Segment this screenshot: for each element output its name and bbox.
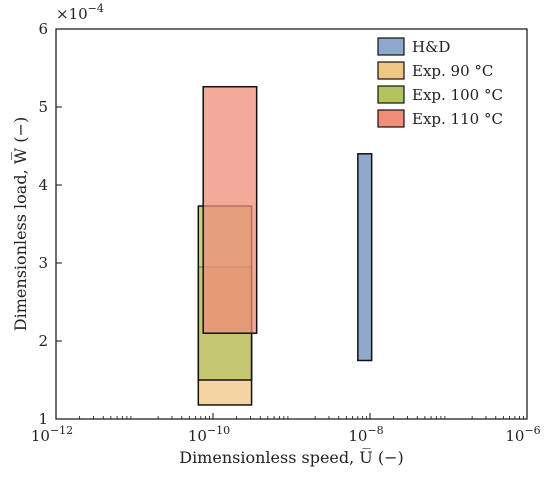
legend-swatch <box>377 61 405 80</box>
legend-label: H&D <box>412 38 450 56</box>
legend-label: Exp. 90 °C <box>412 62 493 80</box>
x-tick-label: 10−12 <box>31 424 73 445</box>
y-tick-label: 5 <box>38 98 48 116</box>
x-axis-label: Dimensionless speed, U̅ (−) <box>179 447 404 467</box>
legend-swatch <box>377 109 405 128</box>
legend-swatch <box>377 85 405 104</box>
x-tick-label: 10−6 <box>505 424 540 445</box>
box-110c <box>202 85 258 334</box>
x-axis-ticks: 10−12 10−10 10−8 10−6 <box>31 413 541 445</box>
legend: H&D Exp. 90 °C Exp. 100 °C Exp. 110 °C <box>377 37 503 128</box>
x-tick-label: 10−10 <box>188 424 230 445</box>
y-tick-label: 2 <box>38 332 48 350</box>
legend-swatch <box>377 37 405 56</box>
legend-label: Exp. 110 °C <box>412 110 503 128</box>
y-tick-label: 3 <box>38 254 48 272</box>
y-tick-label: 6 <box>38 20 48 38</box>
y-axis-label: Dimensionless load, W̅ (−) <box>10 117 30 331</box>
data-boxes <box>197 85 373 406</box>
plot-frame <box>55 28 528 420</box>
y-multiplier-label: ×10−4 <box>56 2 104 23</box>
legend-label: Exp. 100 °C <box>412 86 503 104</box>
x-minor-ticks <box>79 416 524 419</box>
box-hd <box>357 153 373 362</box>
y-tick-label: 1 <box>38 410 48 428</box>
y-axis-ticks: 1 2 3 4 5 6 <box>38 20 62 428</box>
y-tick-label: 4 <box>38 176 48 194</box>
x-tick-label: 10−8 <box>348 424 383 445</box>
